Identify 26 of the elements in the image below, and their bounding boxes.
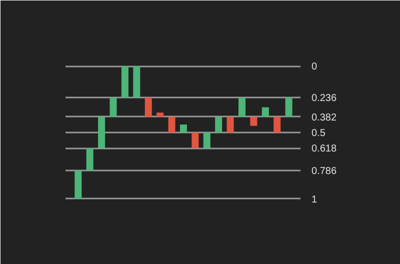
bar <box>98 116 106 148</box>
y-tick-label: 0.5 <box>312 128 326 139</box>
bar <box>133 66 140 98</box>
bar <box>121 66 128 98</box>
bar <box>156 112 164 117</box>
bar <box>203 132 210 148</box>
bar <box>226 116 234 132</box>
bar <box>274 116 281 132</box>
bar <box>74 170 82 199</box>
bar <box>262 107 269 117</box>
y-tick-label: 0 <box>312 62 318 73</box>
bar <box>192 132 199 148</box>
y-tick-label: 0.236 <box>312 92 337 104</box>
bar <box>168 116 176 132</box>
y-tick-label: 0.618 <box>312 144 337 155</box>
bar <box>110 97 117 117</box>
bar <box>285 97 292 117</box>
bar <box>144 97 152 117</box>
bar <box>215 116 222 132</box>
y-tick-label: 1 <box>312 194 318 206</box>
bar <box>238 97 246 117</box>
bar <box>180 124 187 132</box>
bar <box>86 148 94 170</box>
y-tick-label: 0.382 <box>312 112 337 124</box>
bar <box>250 116 258 126</box>
y-tick-label: 0.786 <box>312 166 337 177</box>
